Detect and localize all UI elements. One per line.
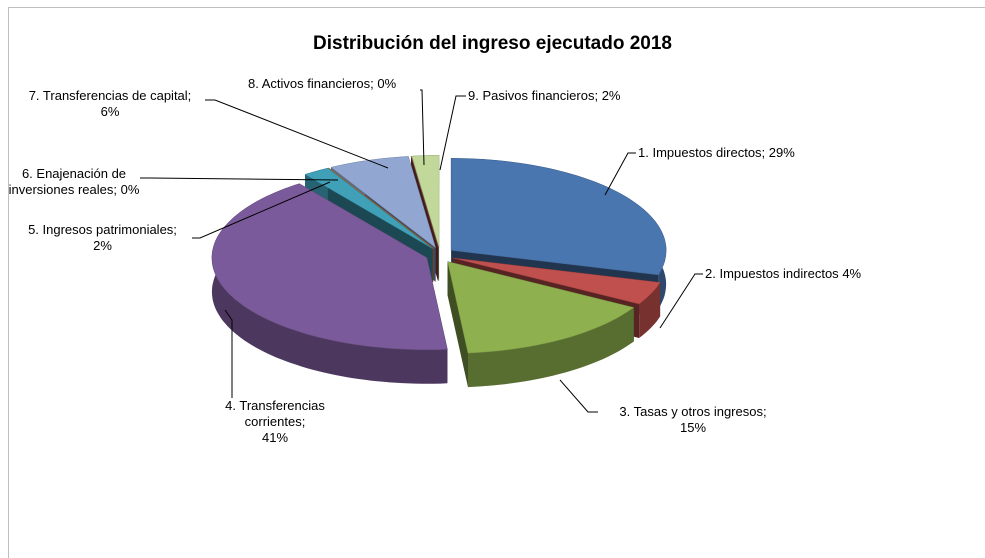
value-label: 0% bbox=[120, 182, 140, 197]
slice-name: 8. Activos financieros; bbox=[248, 76, 374, 91]
slice-name: 7. Transferencias de capital; bbox=[28, 88, 192, 103]
data-label: 3. Tasas y otros ingresos; 15% bbox=[598, 404, 788, 436]
slice-side bbox=[447, 261, 468, 388]
chart-title: Distribución del ingreso ejecutado 2018 bbox=[313, 33, 672, 54]
leader-line bbox=[140, 177, 339, 181]
slice-top bbox=[411, 155, 440, 248]
value-label: 6% bbox=[100, 104, 120, 119]
pie-slice bbox=[211, 183, 448, 384]
value-label: 2% bbox=[601, 88, 621, 103]
value-label: 15% bbox=[679, 420, 707, 435]
chart-frame bbox=[8, 7, 985, 558]
slice-wall bbox=[639, 282, 661, 338]
data-label: 5. Ingresos patrimoniales; 2% bbox=[5, 222, 200, 254]
slice-name: 9. Pasivos financieros; bbox=[468, 88, 599, 103]
leader-line bbox=[659, 273, 703, 329]
slice-name: 5. Ingresos patrimoniales; bbox=[28, 222, 177, 237]
slice-wall bbox=[211, 183, 448, 384]
value-label: 29% bbox=[768, 145, 795, 160]
data-label: 2. Impuestos indirectos 4% bbox=[705, 266, 905, 282]
data-label: 4. Transferencias corrientes; 41% bbox=[215, 398, 335, 446]
leader-line bbox=[420, 89, 425, 166]
slice-top bbox=[450, 158, 667, 276]
slice-top bbox=[410, 156, 439, 248]
leader-line bbox=[439, 95, 466, 171]
leader-line bbox=[192, 181, 331, 239]
pie-slice bbox=[447, 261, 635, 388]
data-label: 8. Activos financieros; 0% bbox=[248, 76, 448, 92]
slice-name: 2. Impuestos indirectos bbox=[705, 266, 839, 281]
leader-line bbox=[205, 99, 389, 169]
data-label: 6. Enajenación de inversiones reales; 0% bbox=[0, 166, 148, 198]
data-label: 1. Impuestos directos; 29% bbox=[638, 145, 878, 161]
slice-name: 6. Enajenación de inversiones reales; bbox=[8, 166, 127, 197]
data-label: 9. Pasivos financieros; 2% bbox=[468, 88, 668, 104]
leader-line bbox=[604, 152, 636, 196]
value-label: 2% bbox=[93, 238, 112, 253]
slice-name: 3. Tasas y otros ingresos; bbox=[619, 404, 767, 419]
slice-wall bbox=[468, 307, 634, 388]
slice-top bbox=[304, 167, 433, 249]
value-label: 0% bbox=[377, 76, 397, 91]
value-label: 4% bbox=[842, 266, 862, 281]
slice-name: 1. Impuestos directos; bbox=[638, 145, 766, 160]
data-label: 7. Transferencias de capital; 6% bbox=[5, 88, 215, 120]
slice-top bbox=[211, 183, 448, 350]
leader-line bbox=[224, 309, 233, 398]
slice-top bbox=[328, 167, 434, 249]
value-label: 41% bbox=[261, 430, 289, 445]
leader-line bbox=[559, 379, 598, 413]
slice-name: 4. Transferencias corrientes; bbox=[225, 398, 325, 429]
slice-top bbox=[447, 261, 635, 354]
slice-top bbox=[452, 257, 661, 305]
